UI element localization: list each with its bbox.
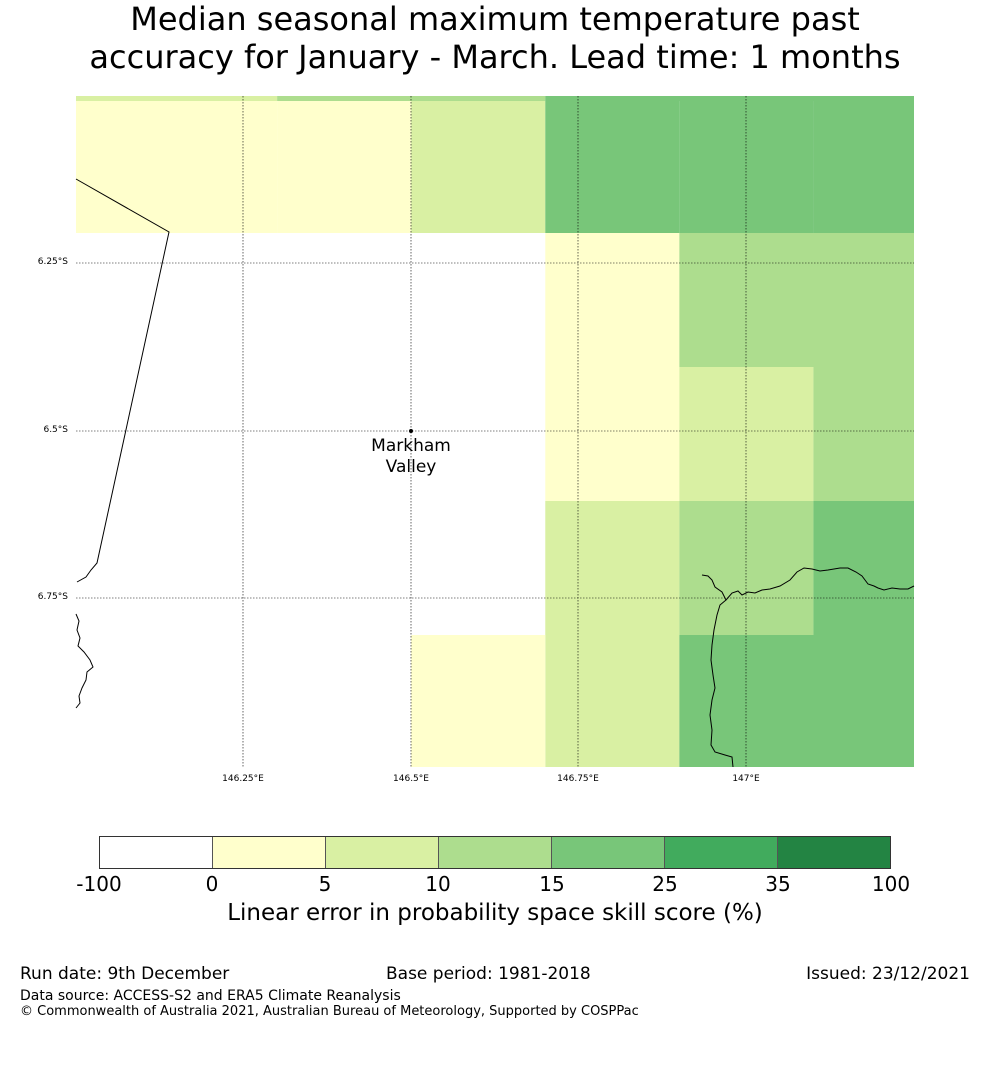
place-label: Markham Valley [351,436,471,478]
skill-grid [76,96,914,767]
skill-cell [411,101,546,233]
skill-cell-strip [277,96,546,101]
skill-cell [76,233,546,635]
colorbar-segment [665,837,778,868]
colorbar-label: Linear error in probability space skill … [227,900,763,926]
skill-cell [679,501,814,635]
colorbar-segment [439,837,552,868]
colorbar-tick: 10 [425,872,451,896]
lon-label-147: 147°E [732,774,760,784]
skill-cell-strip [545,96,914,101]
coast-east [701,574,734,768]
colorbar-segment [552,837,665,868]
skill-cell [679,367,814,501]
title-line-2: accuracy for January - March. Lead time:… [89,38,901,76]
skill-cell [545,501,680,767]
coastlines [75,178,915,768]
coast-north [725,567,915,601]
lat-label-6.5: 6.5°S [43,425,68,435]
lat-label-6.25: 6.25°S [37,257,68,267]
colorbar [99,836,891,869]
skill-cell [813,101,914,233]
base-period: Base period: 1981-2018 [386,964,591,984]
colorbar-tick: 35 [765,872,791,896]
markham-valley-point [409,429,413,433]
skill-cell [679,101,814,233]
colorbar-segment [100,837,213,868]
data-source: Data source: ACCESS-S2 and ERA5 Climate … [20,988,401,1004]
run-date: Run date: 9th December [20,964,230,984]
graticule [76,96,914,767]
issued-date: Issued: 23/12/2021 [806,964,970,984]
colorbar-tick: 15 [539,872,565,896]
colorbar-tick: 25 [652,872,678,896]
skill-cell [813,501,914,635]
colorbar-tick: 100 [871,872,911,896]
lon-label-146.5: 146.5°E [393,774,429,784]
skill-cell [813,367,914,501]
map-title: Median seasonal maximum temperature past… [0,0,990,76]
skill-cell [411,635,546,767]
copyright: © Commonwealth of Australia 2021, Austra… [20,1004,639,1019]
skill-cell [76,635,412,767]
skill-cell [545,233,680,501]
colorbar-segment [326,837,439,868]
coast-west [75,613,94,709]
title-line-1: Median seasonal maximum temperature past [130,0,860,38]
boundary-line [75,178,170,583]
colorbar-segment [213,837,326,868]
skill-cell [679,635,914,767]
colorbar-tick: -100 [76,872,122,896]
lon-label-146.25: 146.25°E [222,774,264,784]
skill-cell [76,101,278,233]
skill-cell [545,101,680,233]
skill-cell [277,101,412,233]
skill-cell [679,233,914,367]
place-name-line-2: Valley [385,457,437,477]
lon-label-146.75: 146.75°E [557,774,599,784]
colorbar-tick: 5 [318,872,332,896]
colorbar-tick: 0 [205,872,219,896]
colorbar-segment [778,837,890,868]
place-name-line-1: Markham [371,436,451,456]
lat-label-6.75: 6.75°S [37,592,68,602]
map-panel[interactable] [0,0,990,790]
skill-cell-strip [76,96,278,101]
